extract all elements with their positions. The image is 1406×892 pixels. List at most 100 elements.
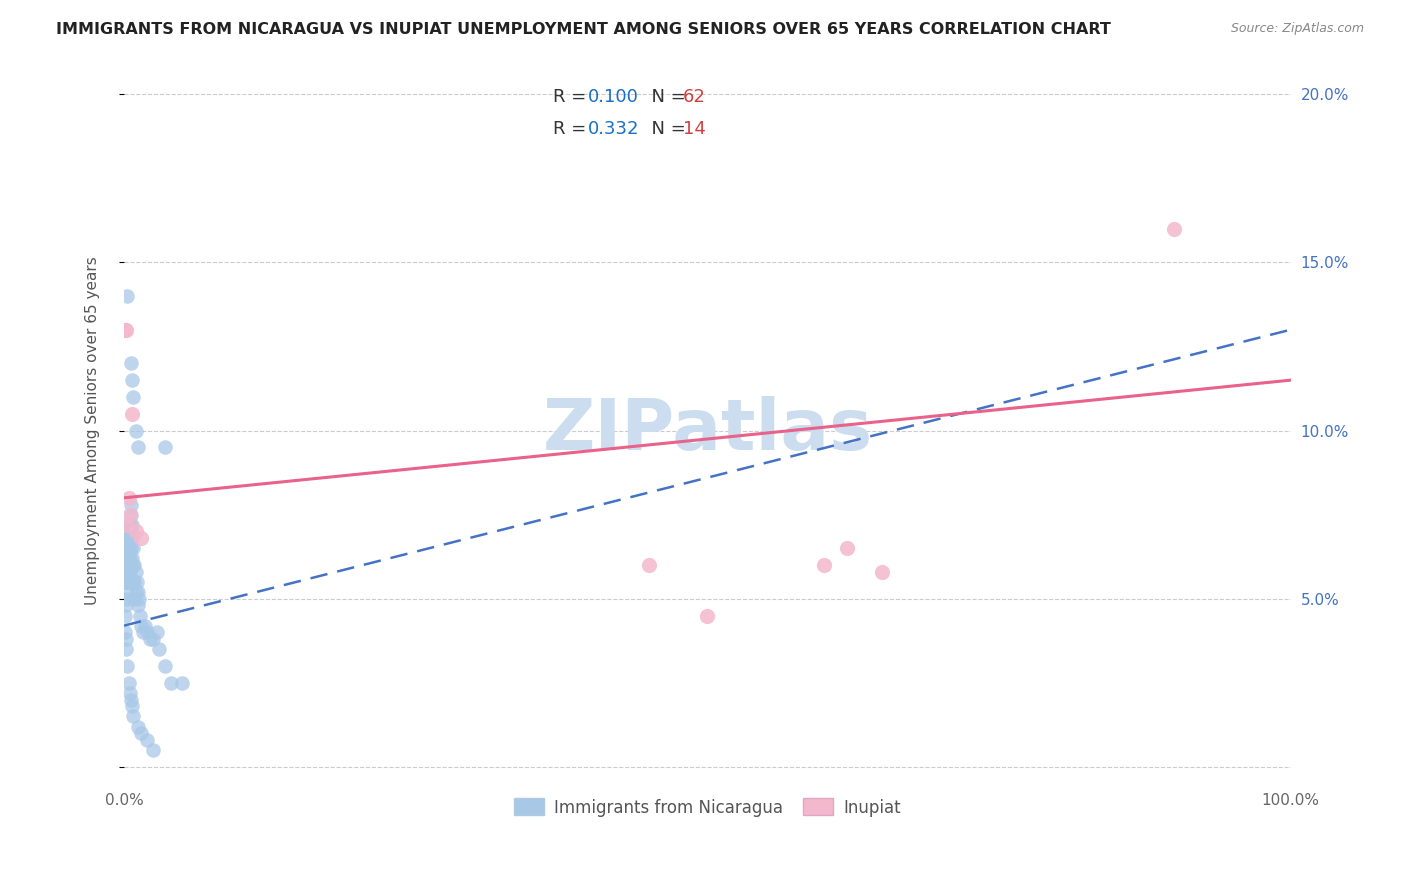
Point <box>872 565 894 579</box>
Point <box>121 531 143 545</box>
Point <box>120 356 142 370</box>
Point <box>118 565 141 579</box>
Point <box>127 720 149 734</box>
Point <box>118 517 141 532</box>
Point <box>124 591 146 606</box>
Point <box>128 591 150 606</box>
Point <box>148 642 170 657</box>
Point <box>638 558 661 573</box>
Text: 14: 14 <box>683 120 706 138</box>
Point <box>122 541 145 556</box>
Point <box>117 491 139 505</box>
Point <box>122 709 145 723</box>
Point <box>121 407 143 421</box>
Point <box>117 659 139 673</box>
Point <box>124 585 146 599</box>
Point <box>136 733 159 747</box>
Point <box>114 541 136 556</box>
Point <box>153 659 176 673</box>
Point <box>127 599 149 613</box>
Text: N =: N = <box>640 88 692 106</box>
Point <box>138 632 160 646</box>
Point <box>117 517 139 532</box>
Point <box>118 574 141 589</box>
Point <box>122 574 145 589</box>
Point <box>115 591 138 606</box>
Point <box>115 323 138 337</box>
Point <box>117 548 139 562</box>
Point <box>114 574 136 589</box>
Point <box>134 618 156 632</box>
Point <box>117 531 139 545</box>
Point <box>120 498 142 512</box>
Text: N =: N = <box>640 120 692 138</box>
Point <box>115 541 138 556</box>
Point <box>117 676 139 690</box>
Point <box>124 574 146 589</box>
Point <box>1163 221 1185 235</box>
Point <box>159 676 181 690</box>
Point <box>118 508 141 522</box>
Point <box>120 524 142 539</box>
Text: 0.100: 0.100 <box>588 88 640 106</box>
Point <box>122 558 145 573</box>
Point <box>117 574 139 589</box>
Point <box>114 531 136 545</box>
Point <box>120 692 142 706</box>
Point <box>115 585 138 599</box>
Text: R =: R = <box>554 88 592 106</box>
Point <box>124 524 146 539</box>
Point <box>117 565 139 579</box>
Point <box>114 625 136 640</box>
Point <box>131 618 153 632</box>
Point <box>115 558 138 573</box>
Point <box>124 558 146 573</box>
Point <box>115 565 138 579</box>
Point <box>124 565 146 579</box>
Point <box>121 373 143 387</box>
Point <box>125 574 148 589</box>
Point <box>145 625 167 640</box>
Point <box>115 574 138 589</box>
Point <box>114 323 136 337</box>
Point <box>813 558 835 573</box>
Point <box>117 289 139 303</box>
Text: IMMIGRANTS FROM NICARAGUA VS INUPIAT UNEMPLOYMENT AMONG SENIORS OVER 65 YEARS CO: IMMIGRANTS FROM NICARAGUA VS INUPIAT UNE… <box>56 22 1111 37</box>
Point <box>117 541 139 556</box>
Point <box>117 565 139 579</box>
Point <box>142 743 165 757</box>
Point <box>124 424 146 438</box>
Text: 0.332: 0.332 <box>588 120 640 138</box>
Point <box>696 608 718 623</box>
Point <box>118 551 141 566</box>
Point <box>114 558 136 573</box>
Point <box>127 441 149 455</box>
Point <box>131 625 153 640</box>
Point <box>121 517 143 532</box>
Text: ZIPatlas: ZIPatlas <box>543 396 872 465</box>
Point <box>120 541 142 556</box>
Point <box>142 632 165 646</box>
Point <box>122 390 145 404</box>
Point <box>117 517 139 532</box>
Y-axis label: Unemployment Among Seniors over 65 years: Unemployment Among Seniors over 65 years <box>86 256 100 605</box>
Point <box>131 726 153 740</box>
Text: 62: 62 <box>683 88 706 106</box>
Point <box>121 699 143 714</box>
Point <box>121 551 143 566</box>
Point <box>131 531 153 545</box>
Point <box>115 632 138 646</box>
Point <box>117 551 139 566</box>
Point <box>120 508 142 522</box>
Point <box>837 541 859 556</box>
Point <box>114 608 136 623</box>
Point <box>127 585 149 599</box>
Point <box>118 541 141 556</box>
Point <box>114 574 136 589</box>
Point <box>118 686 141 700</box>
Point <box>153 441 176 455</box>
Point <box>172 676 194 690</box>
Point <box>115 642 138 657</box>
Point <box>117 558 139 573</box>
Text: Source: ZipAtlas.com: Source: ZipAtlas.com <box>1230 22 1364 36</box>
